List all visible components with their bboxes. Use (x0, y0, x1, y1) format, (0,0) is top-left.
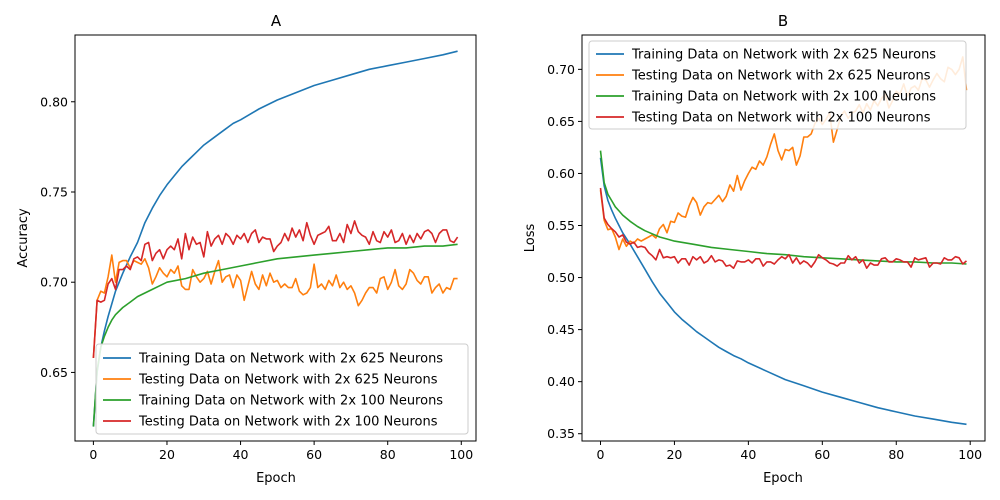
x-tick-label: 0 (597, 447, 605, 462)
legend-label: Training Data on Network with 2x 625 Neu… (138, 352, 443, 367)
tick-group: 0 20 40 60 80 100 0.65 0.70 0.75 0.80 (40, 94, 473, 462)
tick-group: 0 20 40 60 80 100 0.35 0.40 0.45 0.50 0.55 0.60 0.65… (547, 62, 982, 462)
x-tick-label: 100 (958, 447, 982, 462)
chart-title: B (778, 12, 788, 30)
chart-title: A (271, 12, 282, 30)
legend-label: Training Data on Network with 2x 625 Neu… (631, 48, 936, 63)
x-tick-label: 80 (888, 447, 904, 462)
x-tick-label: 40 (740, 447, 756, 462)
legend: Training Data on Network with 2x 625 Neu… (588, 40, 967, 130)
y-tick-label: 0.70 (40, 275, 68, 290)
series-line (92, 243, 458, 427)
y-tick-label: 0.45 (547, 322, 575, 337)
y-tick-label: 0.80 (40, 94, 68, 109)
series-group (92, 50, 459, 427)
axes-frame (74, 34, 477, 442)
legend-label: Testing Data on Network with 2x 100 Neur… (138, 415, 438, 430)
legend-label: Training Data on Network with 2x 100 Neu… (138, 394, 443, 409)
x-tick-label: 20 (666, 447, 682, 462)
x-tick-label: 60 (814, 447, 830, 462)
x-axis-title: Epoch (256, 471, 296, 486)
legend-frame (588, 40, 967, 130)
legend-label: Testing Data on Network with 2x 625 Neur… (631, 69, 931, 84)
y-tick-label: 0.75 (40, 184, 68, 199)
y-tick-label: 0.70 (547, 62, 575, 77)
series-line (92, 254, 458, 359)
y-tick-label: 0.55 (547, 218, 575, 233)
y-tick-label: 0.50 (547, 270, 575, 285)
x-axis-title: Epoch (763, 471, 803, 486)
axes-frame (581, 34, 986, 442)
series-line (599, 187, 968, 269)
legend-label: Testing Data on Network with 2x 100 Neur… (631, 111, 931, 126)
y-axis-title: Loss (523, 224, 538, 253)
legend-frame (95, 343, 469, 435)
x-tick-label: 40 (233, 447, 249, 462)
legend-label: Testing Data on Network with 2x 625 Neur… (138, 373, 438, 388)
chart-panel-a: A 0 20 40 60 80 100 0.65 0.70 0.75 0.80 Epoch Acc… (16, 12, 477, 486)
y-tick-label: 0.40 (547, 374, 575, 389)
y-tick-label: 0.65 (40, 365, 68, 380)
legend-label: Training Data on Network with 2x 100 Neu… (631, 90, 936, 105)
y-tick-label: 0.35 (547, 426, 575, 441)
x-tick-label: 60 (306, 447, 322, 462)
series-line (599, 157, 967, 426)
legend: Training Data on Network with 2x 625 Neu… (95, 343, 469, 435)
x-tick-label: 80 (380, 447, 396, 462)
series-line (92, 50, 458, 427)
y-tick-label: 0.65 (547, 114, 575, 129)
series-line (92, 220, 459, 359)
x-tick-label: 100 (449, 447, 473, 462)
chart-panel-b: B 0 20 40 60 80 100 0.35 0.40 0.45 0.50 0.55 0.60 0.… (523, 12, 986, 486)
y-tick-label: 0.60 (547, 166, 575, 181)
x-tick-label: 20 (159, 447, 175, 462)
y-axis-title: Accuracy (16, 208, 31, 268)
x-tick-label: 0 (89, 447, 97, 462)
